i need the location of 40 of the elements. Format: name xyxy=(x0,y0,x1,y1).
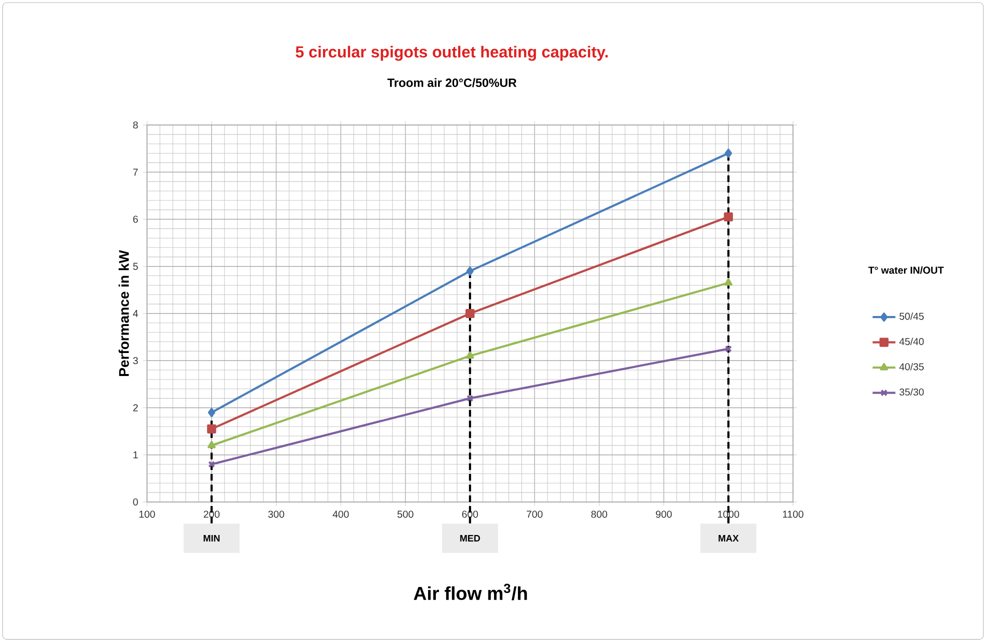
y-axis-title: Performance in kW xyxy=(118,250,129,376)
y-tick-label: 3 xyxy=(133,357,138,364)
y-tick-label: 6 xyxy=(133,216,138,223)
point xyxy=(208,408,216,417)
legend-label: 40/35 xyxy=(899,362,924,370)
y-tick-label: 4 xyxy=(132,310,138,317)
y-tick-label: 5 xyxy=(133,262,138,270)
x-tick-label: 1000 xyxy=(718,510,740,518)
point xyxy=(207,424,216,434)
y-tick-label: 0 xyxy=(133,498,138,506)
legend-label: 45/40 xyxy=(899,338,924,346)
chart-title: 5 circular spigots outlet heating capacity. xyxy=(296,46,608,61)
ref-line-label: MAX xyxy=(718,535,739,542)
x-tick-label: 400 xyxy=(332,510,349,518)
legend-label: 50/45 xyxy=(900,312,924,320)
legend-title: T° water IN/OUT xyxy=(868,266,944,274)
x-axis-title: Air flow m$^{3}$/h xyxy=(414,584,527,600)
y-tick-label: 8 xyxy=(133,121,138,129)
ref-line-label: MIN xyxy=(204,535,220,542)
y-tick-label: 1 xyxy=(133,451,138,458)
x-tick-label: 900 xyxy=(656,510,672,518)
point xyxy=(724,148,732,158)
point xyxy=(724,278,732,286)
point xyxy=(466,351,474,359)
legend-label: 35/30 xyxy=(899,388,924,396)
ref-line-label: MED xyxy=(460,535,480,542)
point xyxy=(208,440,216,448)
point xyxy=(466,394,474,402)
y-tick-label: 2 xyxy=(133,404,138,412)
x-tick-label: 500 xyxy=(397,510,414,518)
x-tick-label: 700 xyxy=(526,510,543,518)
x-tick-label: 300 xyxy=(268,510,284,518)
chart-subtitle: Troom air 20°C/50%UR xyxy=(387,78,517,88)
point xyxy=(466,266,474,276)
x-tick-label: 1100 xyxy=(783,510,804,518)
point xyxy=(724,212,733,222)
point xyxy=(465,308,475,318)
x-tick-label: 800 xyxy=(591,510,608,518)
x-tick-label: 100 xyxy=(139,510,155,518)
y-tick-label: 7 xyxy=(133,168,138,176)
